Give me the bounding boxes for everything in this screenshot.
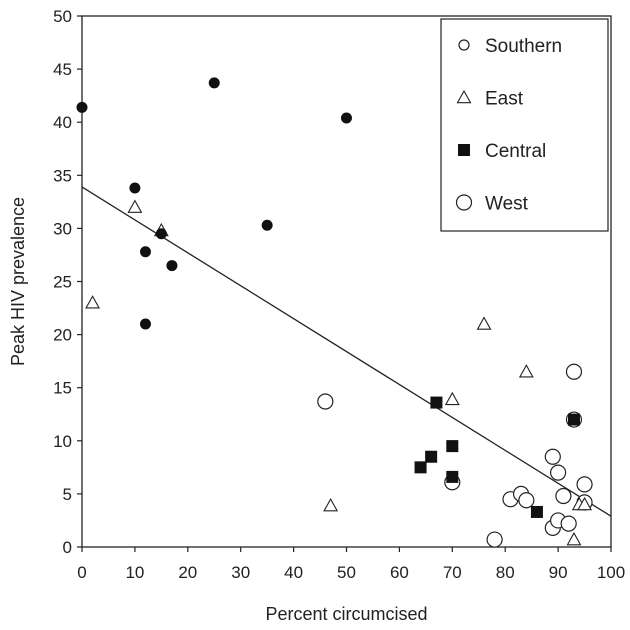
y-tick-label: 5 bbox=[63, 485, 72, 504]
legend-central-marker bbox=[458, 144, 470, 156]
y-tick-label: 40 bbox=[53, 113, 72, 132]
y-tick-label: 30 bbox=[53, 219, 72, 238]
point-east bbox=[566, 531, 582, 546]
y-tick-label: 50 bbox=[53, 7, 72, 26]
point-west bbox=[565, 363, 583, 380]
legend-label-west: West bbox=[485, 194, 529, 215]
x-tick-label: 90 bbox=[549, 563, 568, 582]
point-east bbox=[577, 496, 592, 511]
legend-west-marker bbox=[455, 194, 473, 211]
x-tick-label: 70 bbox=[443, 563, 462, 582]
y-tick-label: 35 bbox=[53, 166, 72, 185]
x-tick-label: 40 bbox=[284, 563, 303, 582]
point-east bbox=[85, 295, 101, 309]
point-west bbox=[518, 492, 535, 509]
point-west bbox=[555, 487, 572, 505]
point-west bbox=[560, 515, 577, 532]
y-axis: 0 5 10 15 20 25 30 35 40 45 50 bbox=[53, 7, 82, 557]
point-west bbox=[486, 531, 503, 548]
legend: Southern East Central West bbox=[440, 18, 609, 232]
point-central bbox=[425, 450, 438, 463]
data-marks bbox=[76, 77, 612, 548]
x-axis-title: Percent circumcised bbox=[265, 604, 427, 624]
point-west bbox=[544, 448, 561, 465]
point-central bbox=[446, 440, 459, 453]
point-central bbox=[567, 413, 580, 426]
x-tick-label: 20 bbox=[178, 563, 197, 582]
x-axis: 0 10 20 30 40 50 60 70 80 90 100 bbox=[77, 547, 625, 582]
point-southern bbox=[155, 228, 167, 240]
point-southern bbox=[76, 101, 88, 113]
x-tick-label: 10 bbox=[125, 563, 144, 582]
point-southern bbox=[139, 318, 151, 330]
legend-label-east: East bbox=[485, 89, 524, 110]
legend-east-marker bbox=[456, 89, 472, 104]
legend-box bbox=[440, 18, 609, 232]
x-tick-label: 60 bbox=[390, 563, 409, 582]
point-east bbox=[323, 497, 339, 512]
x-tick-label: 80 bbox=[496, 563, 515, 582]
point-southern bbox=[129, 182, 141, 194]
x-tick-label: 100 bbox=[597, 563, 625, 582]
legend-label-central: Central bbox=[485, 141, 546, 162]
point-central bbox=[530, 505, 543, 518]
x-tick-label: 0 bbox=[77, 563, 86, 582]
point-west bbox=[317, 393, 334, 410]
point-southern bbox=[208, 77, 220, 89]
y-tick-label: 10 bbox=[53, 432, 72, 451]
x-tick-label: 50 bbox=[337, 563, 356, 582]
trend-line bbox=[81, 186, 612, 517]
y-tick-label: 0 bbox=[63, 538, 72, 557]
y-tick-label: 20 bbox=[53, 326, 72, 345]
y-axis-title: Peak HIV prevalence bbox=[8, 197, 28, 366]
legend-southern-marker bbox=[458, 39, 470, 51]
point-central bbox=[430, 396, 443, 409]
point-central bbox=[446, 470, 459, 483]
point-east bbox=[444, 391, 460, 406]
y-tick-label: 45 bbox=[53, 60, 72, 79]
y-tick-label: 25 bbox=[53, 273, 72, 292]
point-southern bbox=[341, 112, 352, 124]
x-tick-label: 30 bbox=[231, 563, 250, 582]
point-southern bbox=[261, 219, 273, 231]
point-east bbox=[476, 316, 492, 330]
legend-label-southern: Southern bbox=[485, 36, 562, 57]
point-east bbox=[518, 364, 534, 378]
point-southern bbox=[166, 260, 178, 272]
point-central bbox=[414, 461, 427, 474]
point-west bbox=[549, 464, 567, 481]
y-tick-label: 15 bbox=[53, 379, 72, 398]
point-east bbox=[127, 199, 143, 213]
point-west bbox=[576, 476, 593, 493]
point-southern bbox=[139, 246, 151, 258]
